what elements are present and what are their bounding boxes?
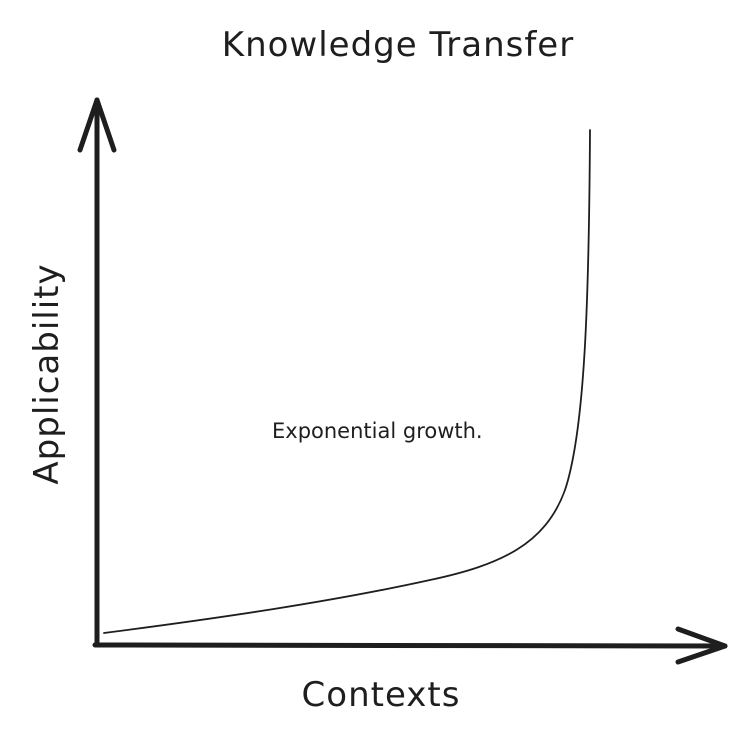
- x-axis-label: Contexts: [302, 675, 461, 715]
- x-axis-line: [92, 642, 728, 649]
- y-axis: [77, 97, 117, 647]
- curve-annotation: Exponential growth.: [272, 419, 483, 443]
- y-axis-label: Applicability: [27, 263, 67, 484]
- growth-curve: [103, 129, 591, 634]
- y-axis-arrowhead: [77, 97, 117, 153]
- x-axis: [92, 626, 728, 665]
- x-axis-arrowhead: [675, 626, 728, 665]
- diagram-title: Knowledge Transfer: [222, 25, 574, 65]
